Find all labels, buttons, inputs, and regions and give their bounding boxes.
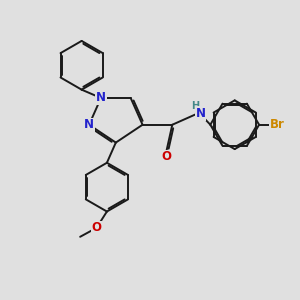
Text: O: O [161,150,171,163]
Text: N: N [196,107,206,120]
Text: H: H [191,101,200,111]
Text: N: N [96,92,106,104]
Text: Br: Br [269,118,284,131]
Text: O: O [92,221,101,234]
Text: N: N [84,118,94,131]
